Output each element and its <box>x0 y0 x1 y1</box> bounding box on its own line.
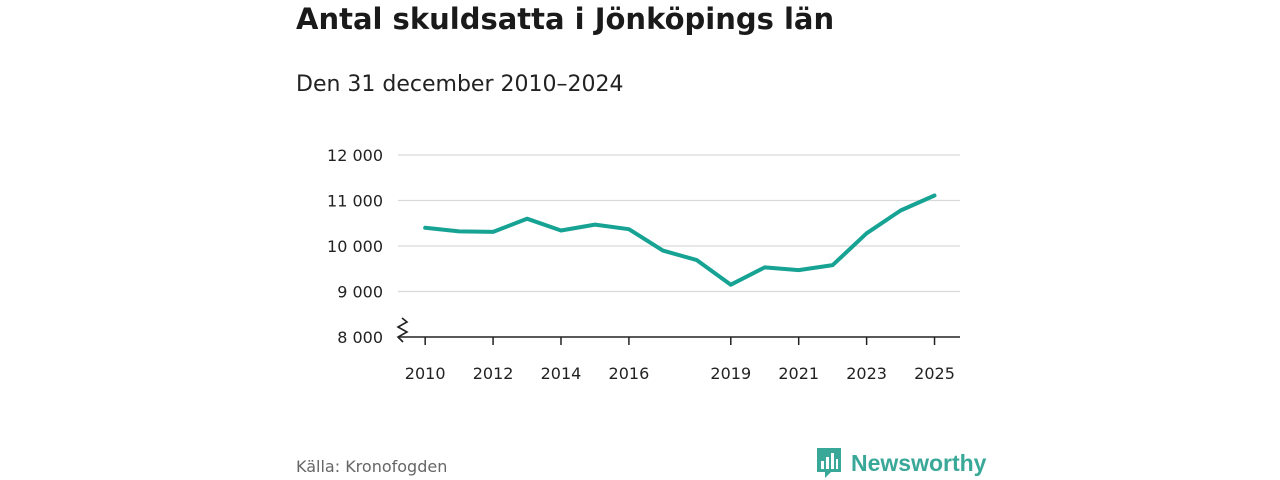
axis-break-icon <box>396 317 409 343</box>
chart-subtitle: Den 31 december 2010–2024 <box>296 72 624 97</box>
data-point <box>933 193 937 197</box>
x-tick-label: 2023 <box>846 364 887 383</box>
newsworthy-logo[interactable]: Newsworthy <box>815 446 986 480</box>
data-point <box>559 229 563 233</box>
x-tick-label: 2014 <box>541 364 582 383</box>
y-tick-label: 10 000 <box>327 237 383 256</box>
data-point <box>423 226 427 230</box>
data-point <box>695 258 699 262</box>
series-line <box>423 193 937 287</box>
x-tick-label: 2019 <box>710 364 751 383</box>
data-point <box>627 227 631 231</box>
data-point <box>457 229 461 233</box>
x-tick-label: 2012 <box>473 364 514 383</box>
y-tick-label: 9 000 <box>337 283 383 302</box>
data-point <box>865 231 869 235</box>
data-point <box>491 230 495 234</box>
newsworthy-logo-icon <box>817 448 841 478</box>
data-point <box>525 217 529 221</box>
x-tick-label: 2010 <box>405 364 446 383</box>
series-layer <box>423 193 937 287</box>
grid-lines <box>398 154 960 293</box>
y-tick-label: 11 000 <box>327 192 383 211</box>
data-point <box>831 263 835 267</box>
data-point <box>763 265 767 269</box>
x-tick-label: 2025 <box>914 364 955 383</box>
data-point <box>899 209 903 213</box>
y-axis-ticks: 8 000 9 000 10 000 11 000 12 000 <box>327 146 383 347</box>
source-note: Källa: Kronofogden <box>296 457 448 476</box>
y-tick-label: 12 000 <box>327 146 383 165</box>
x-axis: 2010 2012 2014 2016 2019 2021 2023 2025 <box>396 317 960 383</box>
data-point <box>797 268 801 272</box>
x-tick-label: 2016 <box>609 364 650 383</box>
chart-title: Antal skuldsatta i Jönköpings län <box>296 2 835 36</box>
data-point <box>729 283 733 287</box>
y-tick-label: 8 000 <box>337 328 383 347</box>
data-point <box>593 223 597 227</box>
brand-name: Newsworthy <box>851 449 987 476</box>
data-point <box>661 249 665 253</box>
x-tick-label: 2021 <box>778 364 819 383</box>
